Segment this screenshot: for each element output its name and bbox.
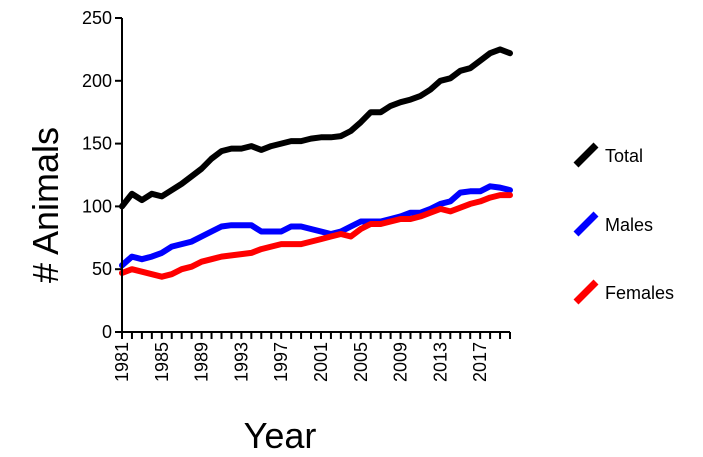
legend-label-females: Females [605, 283, 674, 303]
axes-layer [121, 18, 510, 333]
y-tick-label: 50 [92, 259, 112, 279]
y-tick-label: 0 [102, 322, 112, 342]
series-line-females [119, 192, 513, 280]
x-tick-label: 1997 [271, 342, 291, 382]
y-tick-label: 250 [82, 8, 112, 28]
legend-swatch-total [573, 142, 599, 168]
y-tick-label: 200 [82, 71, 112, 91]
legend-label-males: Males [605, 215, 653, 235]
legend-label-total: Total [605, 146, 643, 166]
y-tick-label: 100 [82, 196, 112, 216]
x-axis-title: Year [244, 415, 317, 456]
legend: Total Males Females [573, 142, 674, 305]
series-line-total [119, 46, 513, 210]
legend-swatch-females [573, 279, 599, 305]
x-tick-label: 2017 [470, 342, 490, 382]
x-tick-label: 1985 [152, 342, 172, 382]
x-tick-label: 1993 [231, 342, 251, 382]
x-tick-label: 2009 [391, 342, 411, 382]
series-line-males [119, 183, 513, 269]
legend-swatch-males [573, 211, 599, 237]
x-tick-label: 2013 [430, 342, 450, 382]
x-tick-label: 1989 [192, 342, 212, 382]
y-tick-label: 150 [82, 134, 112, 154]
ticks-layer: 0 50 100 150 200 250 1981 1985 1989 1993 1997 2001 2… [82, 8, 511, 382]
x-tick-label: 2001 [311, 342, 331, 382]
series-layer [119, 46, 513, 280]
x-tick-label: 1981 [112, 342, 132, 382]
x-tick-label: 2005 [351, 342, 371, 382]
y-axis-title: # Animals [25, 127, 66, 283]
